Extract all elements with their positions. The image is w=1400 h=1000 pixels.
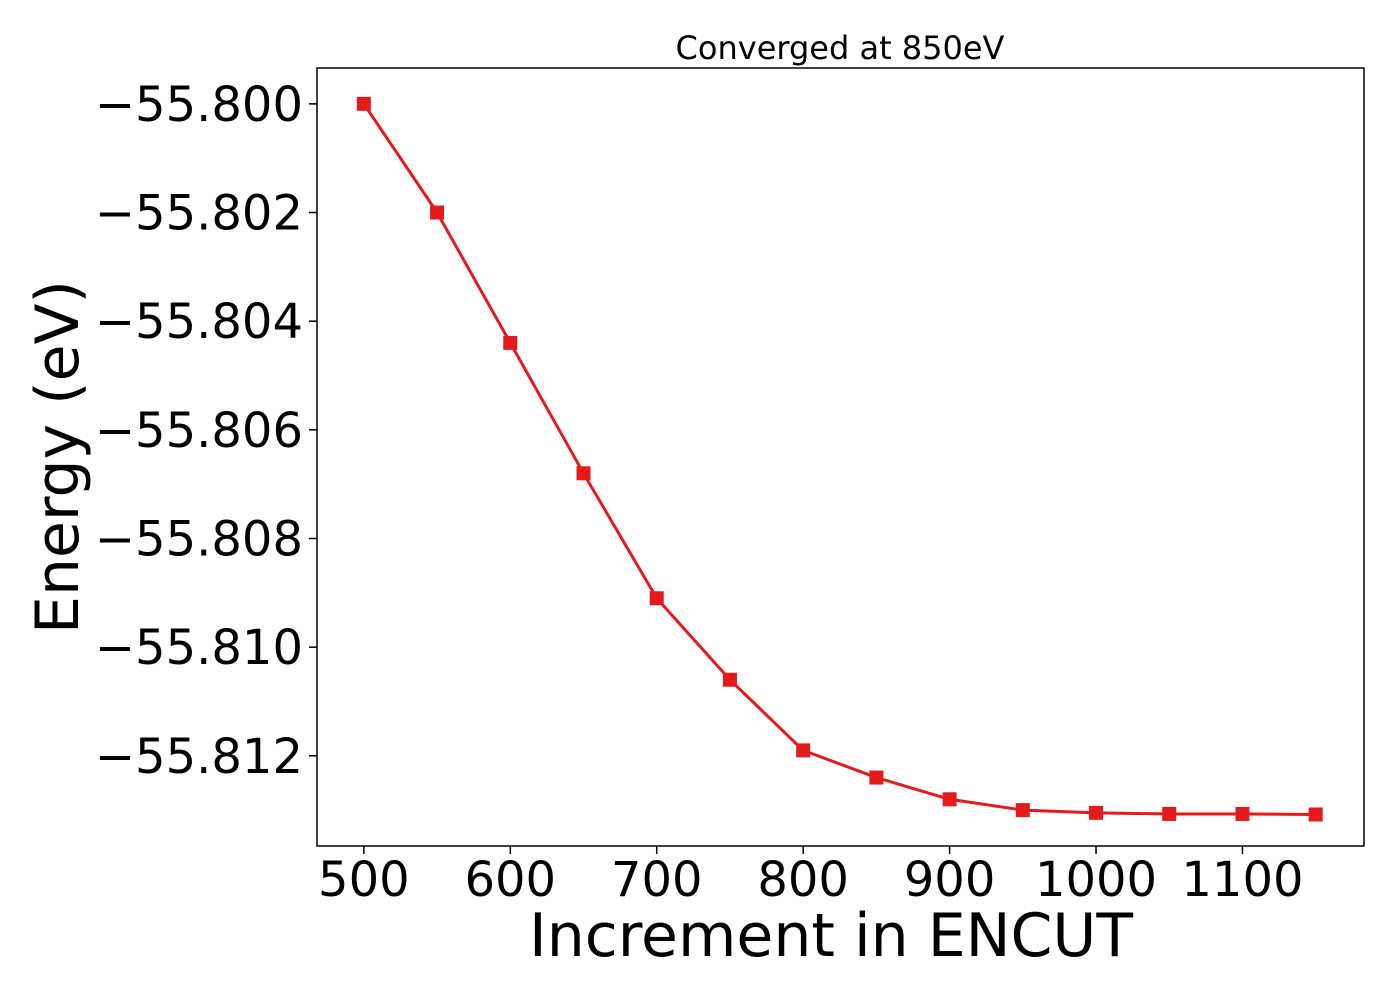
y-tick-label: −55.812 — [95, 729, 303, 785]
data-point — [1015, 803, 1030, 818]
x-tick-label: 800 — [757, 852, 849, 908]
data-point — [869, 770, 884, 785]
y-axis-ticks: −55.800 −55.802 −55.804 −55.806 −55.808 −55.8… — [95, 77, 317, 785]
data-point — [1162, 806, 1177, 821]
data-point — [1308, 807, 1323, 822]
y-tick-label: −55.808 — [95, 511, 303, 567]
data-point — [796, 743, 811, 758]
data-point — [1089, 805, 1104, 820]
data-point — [430, 205, 445, 220]
x-axis-ticks: 500 600 700 800 900 1000 1100 — [318, 846, 1304, 908]
x-tick-label: 1100 — [1181, 852, 1303, 908]
x-axis-label: Increment in ENCUT — [529, 901, 1133, 971]
data-point — [503, 335, 518, 350]
data-point — [356, 96, 371, 111]
x-tick-label: 500 — [318, 852, 410, 908]
series-line — [362, 103, 1316, 816]
data-point — [722, 672, 737, 687]
y-tick-label: −55.804 — [95, 294, 303, 350]
y-tick-label: −55.800 — [95, 77, 303, 133]
y-axis-label: Energy (eV) — [23, 280, 93, 634]
data-point — [942, 792, 957, 807]
data-point — [576, 466, 591, 481]
y-tick-label: −55.802 — [95, 186, 303, 242]
y-tick-label: −55.806 — [95, 403, 303, 459]
series-layer — [356, 96, 1323, 822]
x-tick-label: 900 — [904, 852, 996, 908]
x-tick-label: 1000 — [1035, 852, 1157, 908]
x-tick-label: 700 — [611, 852, 703, 908]
data-point — [1235, 806, 1250, 821]
data-point — [649, 591, 664, 606]
y-tick-label: −55.810 — [95, 620, 303, 676]
x-tick-label: 600 — [464, 852, 556, 908]
plot-frame — [316, 67, 1365, 847]
chart-title: Converged at 850eV — [676, 29, 1005, 67]
